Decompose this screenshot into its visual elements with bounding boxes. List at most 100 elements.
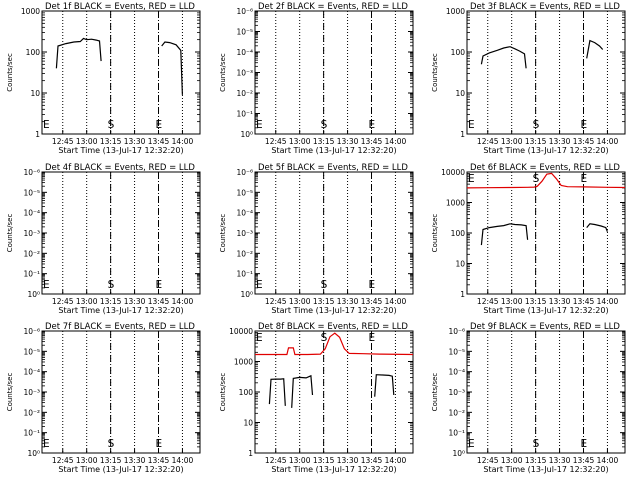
y-axis-label: Counts/sec [219, 373, 227, 412]
plot-frame [466, 171, 626, 295]
marker-label: S [108, 438, 115, 450]
y-tick-label: 10⁻⁵ [236, 28, 253, 37]
plot-frame [466, 10, 626, 135]
y-tick-label: 10⁻³ [23, 388, 40, 397]
x-axis-label: Start Time (13-Jul-17 12:32:20) [58, 465, 183, 474]
x-tick-label: 12:45 [265, 297, 287, 306]
y-tick-label: 10⁻² [23, 249, 40, 258]
x-tick-label: 12:45 [52, 456, 74, 465]
x-tick-label: 14:00 [172, 137, 194, 146]
y-tick-label: 10 [455, 260, 465, 269]
x-tick-label: 13:00 [501, 297, 523, 306]
lld-rate-line [466, 172, 626, 189]
y-tick-label: 1 [248, 449, 253, 458]
y-tick-label: 1 [460, 290, 465, 299]
y-tick-label: 1000 [446, 7, 465, 16]
x-tick-label: 13:45 [361, 137, 383, 146]
x-tick-label: 12:45 [52, 137, 74, 146]
y-tick-label: 10⁻⁶ [23, 168, 40, 177]
x-tick-label: 13:15 [313, 137, 335, 146]
y-axis-label: Counts/sec [431, 214, 439, 253]
x-tick-label: 13:45 [573, 137, 595, 146]
y-tick-label: 10⁰ [452, 449, 465, 458]
x-axis-label: Start Time (13-Jul-17 12:32:20) [271, 306, 396, 315]
y-tick-label: 10⁻⁵ [448, 347, 465, 356]
y-tick-label: 10⁻³ [236, 229, 253, 238]
x-tick-label: 14:00 [172, 297, 194, 306]
x-tick-label: 13:00 [289, 456, 311, 465]
marker-label: E [43, 438, 50, 450]
x-tick-label: 13:00 [289, 297, 311, 306]
marker-label: E [369, 332, 376, 344]
marker-label: E [581, 438, 588, 450]
marker-label: E [156, 279, 163, 291]
x-tick-label: 13:30 [337, 297, 359, 306]
x-tick-label: 14:00 [597, 456, 619, 465]
marker-label: S [533, 173, 540, 185]
plot-frame [254, 330, 414, 454]
x-tick-label: 14:00 [597, 137, 619, 146]
x-axis-label: Start Time (13-Jul-17 12:32:20) [271, 146, 396, 155]
y-tick-label: 10⁻⁵ [236, 188, 253, 197]
y-tick-label: 100 [451, 48, 466, 57]
x-tick-label: 13:15 [100, 456, 122, 465]
plot-frame [41, 171, 201, 295]
x-axis-label: Start Time (13-Jul-17 12:32:20) [271, 465, 396, 474]
x-tick-label: 13:45 [573, 297, 595, 306]
plot-frame [254, 10, 414, 135]
x-tick-label: 13:30 [549, 137, 571, 146]
x-tick-label: 14:00 [385, 137, 407, 146]
y-tick-label: 1 [460, 130, 465, 139]
marker-label: S [321, 119, 328, 131]
y-tick-label: 10⁻¹ [236, 110, 253, 119]
x-tick-label: 14:00 [172, 456, 194, 465]
event-rate-line [480, 46, 527, 69]
panel-title: Det 4f BLACK = Events, RED = LLD [45, 163, 195, 173]
x-axis-label: Start Time (13-Jul-17 12:32:20) [58, 146, 183, 155]
x-tick-label: 13:45 [148, 137, 170, 146]
y-tick-label: 10⁻⁵ [23, 347, 40, 356]
x-tick-label: 13:30 [124, 137, 146, 146]
y-tick-label: 10⁻⁴ [236, 48, 253, 57]
y-axis-label: Counts/sec [219, 214, 227, 253]
marker-label: S [533, 438, 540, 450]
plot-frame [41, 10, 201, 135]
marker-label: S [321, 332, 328, 344]
x-tick-label: 13:30 [124, 456, 146, 465]
event-rate-line [586, 223, 608, 232]
marker-label: E [156, 119, 163, 131]
plot-frame [466, 330, 626, 454]
marker-label: E [369, 119, 376, 131]
marker-label: S [321, 279, 328, 291]
y-tick-label: 10⁻¹ [236, 270, 253, 279]
x-tick-label: 14:00 [597, 297, 619, 306]
x-tick-label: 13:15 [100, 297, 122, 306]
y-tick-label: 10⁻⁶ [236, 7, 253, 16]
y-axis-label: Counts/sec [6, 53, 14, 92]
x-tick-label: 13:45 [361, 456, 383, 465]
event-rate-line [268, 378, 286, 406]
x-tick-label: 13:00 [501, 456, 523, 465]
marker-label: E [581, 173, 588, 185]
event-rate-line [480, 223, 529, 246]
panel-title: Det 7f BLACK = Events, RED = LLD [45, 322, 195, 332]
x-tick-label: 13:15 [525, 297, 547, 306]
event-rate-line [291, 374, 314, 408]
x-axis-label: Start Time (13-Jul-17 12:32:20) [483, 146, 608, 155]
x-tick-label: 13:45 [148, 456, 170, 465]
x-tick-label: 13:30 [337, 137, 359, 146]
x-tick-label: 13:00 [501, 137, 523, 146]
marker-label: E [256, 279, 263, 291]
marker-label: E [468, 173, 475, 185]
x-tick-label: 13:30 [124, 297, 146, 306]
y-tick-label: 1000 [234, 358, 253, 367]
y-tick-label: 10⁻¹ [23, 429, 40, 438]
y-tick-label: 10⁻² [448, 408, 465, 417]
y-tick-label: 1000 [21, 7, 40, 16]
panel-title: Det 9f BLACK = Events, RED = LLD [470, 322, 620, 332]
x-tick-label: 13:15 [525, 137, 547, 146]
